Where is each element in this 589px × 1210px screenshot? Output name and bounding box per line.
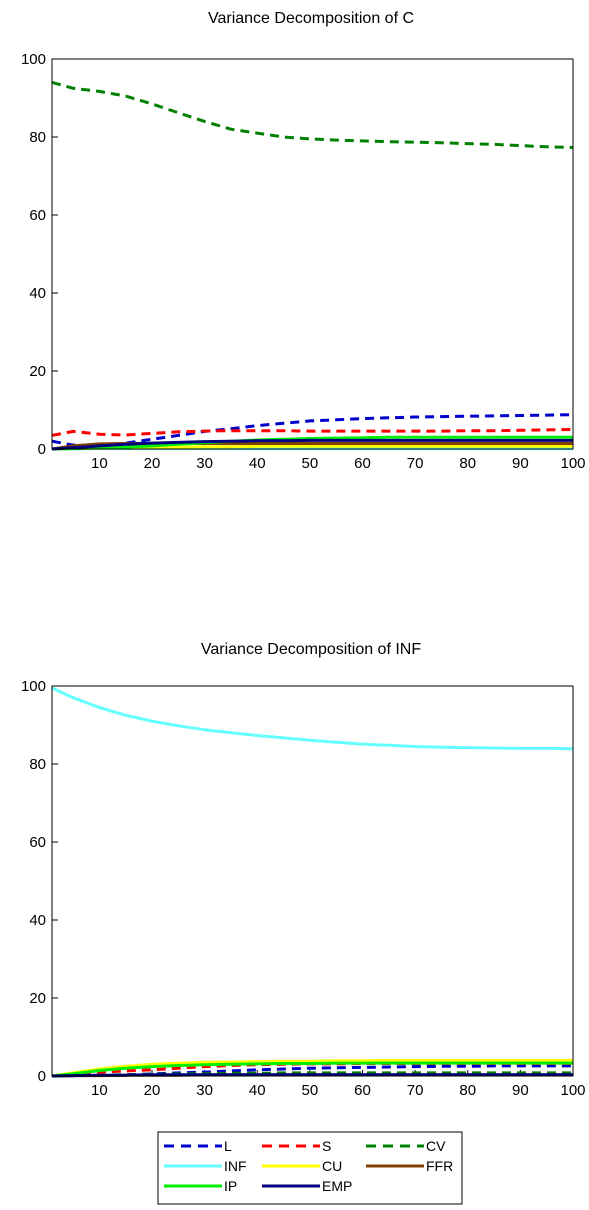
series-line-cv — [51, 80, 574, 149]
y-tick-label: 0 — [38, 441, 46, 458]
series-line-l — [51, 413, 574, 447]
y-tick-label: 60 — [29, 834, 46, 851]
x-tick-label: 50 — [302, 1082, 319, 1099]
plot-frame — [51, 685, 574, 1077]
y-tick-label: 80 — [29, 129, 46, 146]
x-tick-label: 70 — [407, 1082, 424, 1099]
x-tick-label: 60 — [354, 1082, 371, 1099]
x-tick-label: 90 — [512, 1082, 529, 1099]
chart-title: Variance Decomposition of C — [208, 10, 414, 27]
y-tick-label: 100 — [21, 678, 46, 695]
y-tick-label: 80 — [29, 756, 46, 773]
chart-title: Variance Decomposition of INF — [201, 641, 421, 658]
x-tick-label: 80 — [459, 1082, 476, 1099]
legend-label-inf: INF — [224, 1158, 247, 1174]
series-line-inf — [51, 686, 574, 751]
chart-variance-decomposition-inf: Variance Decomposition of INF 0 20 40 60 80 1… — [21, 641, 586, 1099]
legend-label-emp: EMP — [322, 1178, 352, 1194]
x-tick-label: 30 — [196, 1082, 213, 1099]
legend: L S CV INF CU FFR IP EMP — [157, 1131, 463, 1205]
chart-variance-decomposition-c: Variance Decomposition of C 0 20 40 60 80 100… — [21, 10, 586, 472]
x-tick-label: 40 — [249, 455, 266, 472]
legend-label-cv: CV — [426, 1138, 446, 1154]
x-tick-label: 30 — [196, 455, 213, 472]
y-tick-label: 60 — [29, 207, 46, 224]
x-tick-label: 70 — [407, 455, 424, 472]
legend-box — [157, 1131, 463, 1205]
plot-frame — [51, 58, 574, 450]
series-line-emp — [51, 1073, 573, 1078]
y-tick-label: 20 — [29, 363, 46, 380]
y-tick-label: 0 — [38, 1068, 46, 1085]
series-line-cu — [51, 1058, 573, 1078]
legend-label-cu: CU — [322, 1158, 342, 1174]
x-tick-label: 50 — [302, 455, 319, 472]
x-tick-label: 20 — [144, 455, 161, 472]
x-tick-label: 80 — [459, 455, 476, 472]
x-tick-label: 40 — [249, 1082, 266, 1099]
y-tick-label: 40 — [29, 285, 46, 302]
y-tick-label: 100 — [21, 51, 46, 68]
series-line-emp — [51, 438, 573, 451]
series-line-ip — [51, 1061, 573, 1078]
y-tick-label: 40 — [29, 912, 46, 929]
x-tick-label: 100 — [560, 455, 585, 472]
x-tick-label: 90 — [512, 455, 529, 472]
x-tick-label: 10 — [91, 1082, 108, 1099]
y-tick-label: 20 — [29, 990, 46, 1007]
x-tick-label: 10 — [91, 455, 108, 472]
series-line-s — [51, 428, 574, 437]
legend-label-l: L — [224, 1138, 232, 1154]
legend-label-ffr: FFR — [426, 1158, 453, 1174]
x-tick-label: 20 — [144, 1082, 161, 1099]
legend-label-s: S — [322, 1138, 331, 1154]
series-line-ip — [51, 435, 573, 451]
legend-label-ip: IP — [224, 1178, 237, 1194]
x-tick-label: 60 — [354, 455, 371, 472]
x-tick-label: 100 — [560, 1082, 585, 1099]
